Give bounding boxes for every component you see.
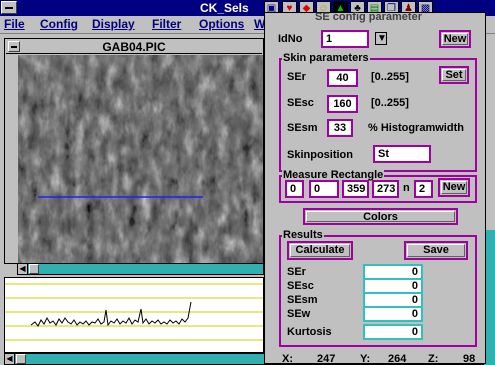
scroll-left-arrow-icon[interactable]: ◀	[18, 264, 28, 274]
result-sew-value: 0	[363, 306, 423, 322]
idno-new-button[interactable]: New	[439, 30, 471, 48]
result-sew-label: SEw	[287, 308, 311, 320]
status-z-label: Z:	[428, 353, 439, 365]
status-x-value: 247	[317, 353, 336, 365]
ser-field[interactable]: 40	[327, 69, 358, 87]
menu-config[interactable]: Config	[40, 17, 78, 31]
skinposition-field[interactable]: St	[373, 145, 431, 163]
profile-curve	[30, 301, 192, 327]
button-bevel	[290, 244, 350, 257]
idno-field[interactable]: 1	[321, 30, 369, 48]
button-bevel	[441, 181, 467, 194]
measure-n-label: n	[403, 182, 410, 194]
button-bevel	[442, 33, 468, 45]
measure-x1-field[interactable]: 0	[285, 180, 304, 198]
menu-file[interactable]: File	[4, 17, 25, 31]
calculate-label: Calculate	[295, 244, 345, 256]
skinposition-label: Skinposition	[287, 149, 353, 161]
button-bevel	[306, 211, 455, 222]
measure-n-field[interactable]: 2	[414, 180, 433, 198]
button-bevel	[442, 69, 466, 81]
sesc-label: SEsc	[287, 97, 314, 109]
idno-dropdown-button[interactable]: ▼	[375, 32, 387, 45]
sesm-unit: % Histogramwidth	[368, 122, 464, 134]
image-hscrollbar[interactable]: ◀	[17, 263, 264, 275]
result-sesc-label: SEsc	[287, 280, 314, 292]
ser-range: [0..255]	[371, 71, 409, 83]
image-window-titlebar: GAB04.PIC	[6, 40, 262, 54]
status-y-label: Y:	[360, 353, 371, 365]
sesm-field[interactable]: 33	[327, 119, 353, 137]
texture-graphic	[18, 55, 263, 263]
profile-graph	[5, 283, 263, 341]
measure-new-label: New	[442, 181, 466, 193]
result-kurtosis-value: 0	[363, 324, 423, 340]
se-config-dialog: SE config parameter IdNo 1 ▼ New Skin pa…	[264, 11, 486, 365]
results-group	[279, 235, 477, 347]
sesc-range: [0..255]	[371, 97, 409, 109]
menu-options[interactable]: Options	[199, 17, 245, 31]
sesc-field[interactable]: 160	[327, 95, 358, 113]
measure-x2-field[interactable]: 359	[342, 180, 369, 198]
status-x-label: X:	[282, 353, 293, 365]
measure-y2-field[interactable]: 273	[372, 180, 399, 198]
idno-new-label: New	[443, 33, 467, 45]
scroll-thumb[interactable]	[29, 264, 39, 274]
save-label: Save	[423, 244, 449, 256]
calculate-button[interactable]: Calculate	[287, 241, 353, 260]
save-button[interactable]: Save	[404, 241, 468, 260]
minus-icon	[11, 46, 17, 48]
texture-image[interactable]	[18, 55, 263, 263]
profile-window	[4, 277, 264, 353]
measure-rectangle-title: Measure Rectangle	[282, 169, 385, 181]
button-bevel	[407, 244, 465, 257]
menu-filter[interactable]: Filter	[152, 17, 182, 31]
results-title: Results	[282, 229, 324, 241]
measure-new-button[interactable]: New	[438, 178, 470, 197]
dropdown-arrow-icon: ▼	[377, 33, 387, 44]
colors-label: Colors	[363, 211, 398, 223]
skin-parameters-title: Skin parameters	[282, 52, 370, 64]
image-window-title: GAB04.PIC	[102, 40, 166, 54]
system-menu-button[interactable]	[1, 1, 17, 14]
ser-label: SEr	[287, 71, 306, 83]
set-button[interactable]: Set	[439, 66, 469, 84]
measure-y1-field[interactable]: 0	[309, 180, 339, 198]
result-sesm-label: SEsm	[287, 294, 318, 306]
scroll-thumb[interactable]	[16, 354, 26, 364]
menu-display[interactable]: Display	[92, 17, 135, 31]
app-title: CK_Sels	[200, 1, 249, 15]
colors-button[interactable]: Colors	[303, 208, 458, 225]
status-z-value: 98	[463, 353, 476, 365]
idno-label: IdNo	[278, 33, 303, 45]
scroll-left-arrow-icon[interactable]: ◀	[5, 354, 15, 364]
result-ser-label: SEr	[287, 266, 306, 278]
sesm-label: SEsm	[287, 122, 318, 134]
set-label: Set	[445, 69, 463, 81]
dialog-title: SE config parameter	[315, 11, 422, 23]
system-menu-icon	[5, 7, 13, 9]
status-y-value: 264	[388, 353, 407, 365]
image-window: GAB04.PIC	[4, 38, 264, 264]
image-window-menu-button[interactable]	[8, 41, 20, 52]
result-kurtosis-label: Kurtosis	[287, 326, 332, 338]
